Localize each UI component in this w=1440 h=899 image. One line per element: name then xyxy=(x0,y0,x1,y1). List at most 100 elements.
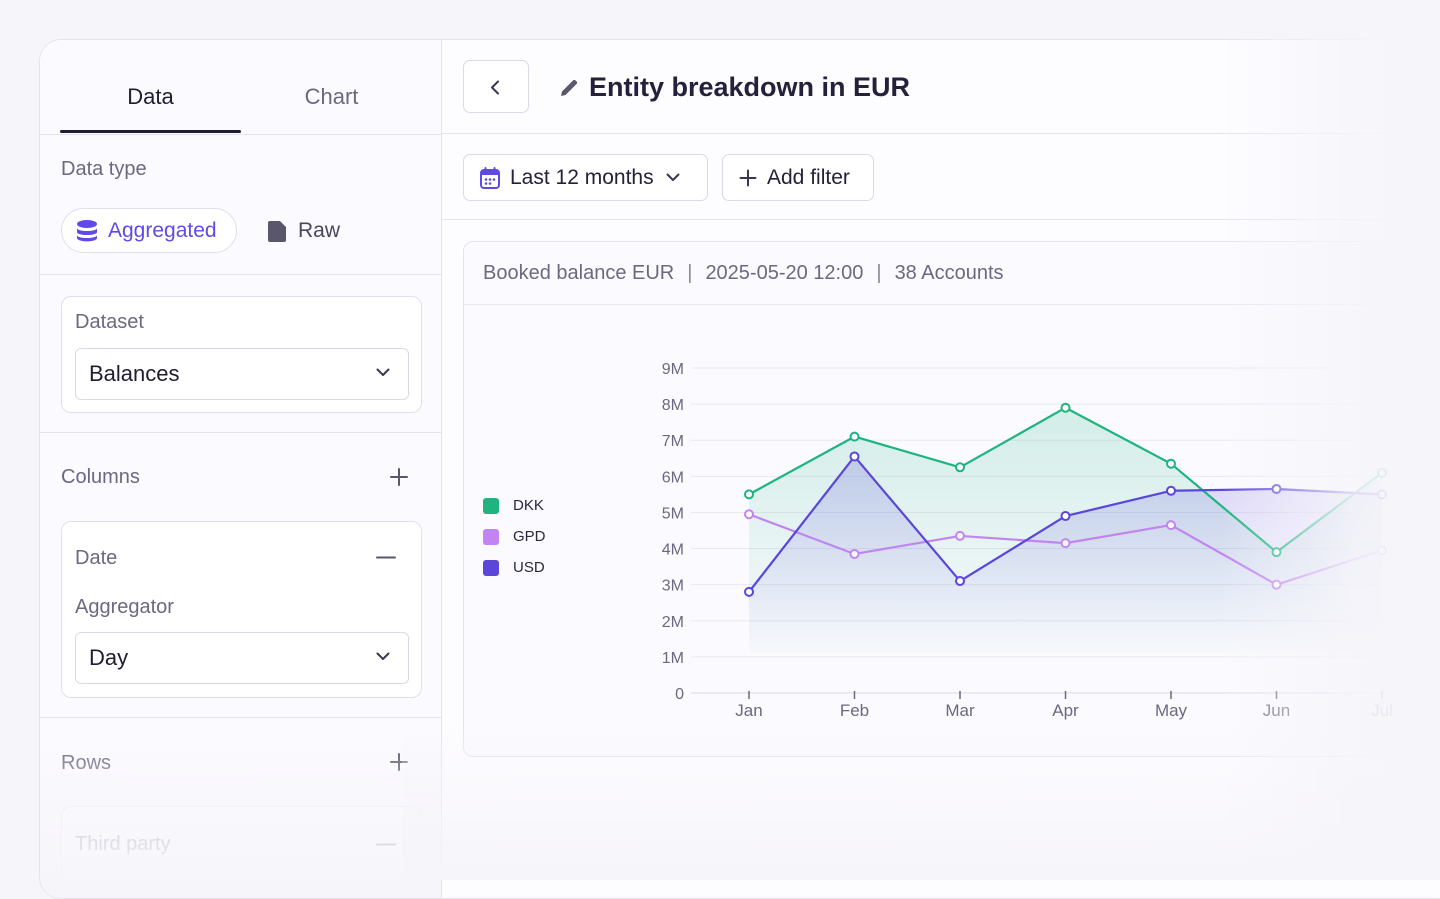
data-point-gpd xyxy=(1377,545,1387,556)
x-tick-label: Jan xyxy=(735,701,762,720)
sidebar-tabs: Data Chart xyxy=(40,40,441,135)
legend-label: GPD xyxy=(513,528,546,545)
y-tick-label: 1M xyxy=(662,650,684,667)
header-divider xyxy=(442,133,1440,134)
chart-card: Booked balance EUR | 2025-05-20 12:00 | … xyxy=(463,241,1440,757)
legend-item-usd[interactable]: USD xyxy=(483,552,546,583)
divider xyxy=(40,717,441,718)
remove-column-icon[interactable] xyxy=(376,556,396,559)
date-column-label: Date xyxy=(75,547,118,569)
date-range-label: Last 12 months xyxy=(510,165,654,189)
chart-timestamp: 2025-05-20 12:00 xyxy=(705,261,864,284)
legend-label: USD xyxy=(513,559,545,576)
y-tick-label: 9M xyxy=(662,361,684,378)
y-tick-label: 6M xyxy=(662,469,684,486)
data-point-dkk xyxy=(849,431,860,442)
data-point-gpd xyxy=(955,530,965,541)
data-point-dkk xyxy=(1166,458,1176,469)
data-point-gpd xyxy=(849,548,860,559)
x-tick-label: Feb xyxy=(840,701,869,720)
legend-item-gpd[interactable]: GPD xyxy=(483,521,546,552)
separator: | xyxy=(687,261,693,284)
data-point-gpd xyxy=(744,509,754,520)
y-tick-label: 2M xyxy=(662,614,684,631)
data-point-gpd xyxy=(1060,538,1071,549)
data-point-dkk xyxy=(744,489,754,500)
data-point-dkk xyxy=(1060,402,1071,413)
dataset-select[interactable]: Balances xyxy=(75,348,409,400)
data-point-usd xyxy=(744,586,754,597)
columns-label: Columns xyxy=(61,466,140,488)
add-row-icon[interactable] xyxy=(389,752,409,772)
chart-legend: DKK GPD USD xyxy=(483,490,546,583)
x-tick-label: Jun xyxy=(1263,701,1290,720)
back-button[interactable] xyxy=(463,60,529,113)
line-chart: 0 1M 2M 3M 4M 5M 6M 7M 8M 9M Jan Feb Mar Apr May Jun Jul xyxy=(662,361,1440,720)
main-panel: Entity breakdown in EUR Last 12 months A… xyxy=(442,40,1440,898)
app-window: Data Chart Data type Aggregated Raw Data… xyxy=(39,39,1440,899)
chart-metric: Booked balance EUR xyxy=(483,261,675,284)
plus-icon xyxy=(739,169,757,186)
dataset-label: Dataset xyxy=(75,311,144,333)
y-tick-label: 4M xyxy=(662,542,684,559)
data-point-usd xyxy=(1271,483,1282,494)
data-point-usd xyxy=(1166,485,1176,496)
calendar-icon xyxy=(480,166,500,189)
y-tick-label: 7M xyxy=(662,433,684,450)
separator: | xyxy=(876,261,882,284)
legend-swatch xyxy=(483,497,499,514)
add-filter-label: Add filter xyxy=(767,165,850,189)
chevron-left-icon xyxy=(491,80,499,95)
add-column-icon[interactable] xyxy=(389,467,409,487)
dataset-card: Dataset Balances xyxy=(61,296,422,413)
raw-option[interactable]: Raw xyxy=(268,219,340,243)
remove-row-icon[interactable] xyxy=(376,843,396,846)
sidebar: Data Chart Data type Aggregated Raw Data… xyxy=(40,40,442,898)
data-point-dkk xyxy=(1377,467,1387,478)
third-party-row-card: Third party xyxy=(61,806,422,896)
database-icon xyxy=(77,219,97,241)
add-filter-button[interactable]: Add filter xyxy=(722,154,874,201)
aggregated-option[interactable]: Aggregated xyxy=(61,208,237,253)
file-icon xyxy=(268,220,286,242)
tab-chart[interactable]: Chart xyxy=(304,84,359,109)
tab-data[interactable]: Data xyxy=(127,84,174,109)
third-party-label: Third party xyxy=(75,833,171,855)
x-tick-label: Mar xyxy=(945,701,975,720)
aggregator-label: Aggregator xyxy=(75,596,174,618)
active-tab-indicator xyxy=(60,130,241,133)
data-point-usd xyxy=(849,451,860,462)
data-point-gpd xyxy=(1271,579,1282,590)
y-tick-label: 0 xyxy=(675,686,684,703)
data-point-dkk xyxy=(955,462,965,473)
divider xyxy=(40,432,441,433)
chevron-down-icon xyxy=(666,173,680,181)
date-range-dropdown[interactable]: Last 12 months xyxy=(463,154,708,201)
divider xyxy=(40,274,441,275)
raw-label: Raw xyxy=(298,219,341,242)
aggregator-value: Day xyxy=(89,645,129,670)
x-tick-label: Apr xyxy=(1052,701,1079,720)
date-column-card: Date Aggregator Day xyxy=(61,521,422,698)
data-point-gpd xyxy=(1166,520,1176,531)
title-area[interactable]: Entity breakdown in EUR xyxy=(559,72,910,103)
data-point-usd xyxy=(955,576,965,587)
x-tick-label: May xyxy=(1155,701,1188,720)
aggregator-select[interactable]: Day xyxy=(75,632,409,684)
pencil-icon xyxy=(561,79,578,96)
page-title: Entity breakdown in EUR xyxy=(589,72,911,102)
data-type-label: Data type xyxy=(61,158,147,180)
data-point-dkk xyxy=(1271,547,1282,558)
data-point-usd xyxy=(1060,511,1071,522)
chevron-down-icon xyxy=(376,368,390,376)
dataset-value: Balances xyxy=(89,361,180,386)
aggregated-label: Aggregated xyxy=(108,218,217,242)
legend-label: DKK xyxy=(513,497,544,514)
rows-label: Rows xyxy=(61,752,112,774)
y-tick-label: 3M xyxy=(662,578,684,595)
filter-divider xyxy=(442,219,1440,220)
chart-accounts: 38 Accounts xyxy=(894,261,1004,284)
y-tick-label: 8M xyxy=(662,397,684,414)
legend-item-dkk[interactable]: DKK xyxy=(483,490,546,521)
data-point-usd xyxy=(1377,489,1387,500)
